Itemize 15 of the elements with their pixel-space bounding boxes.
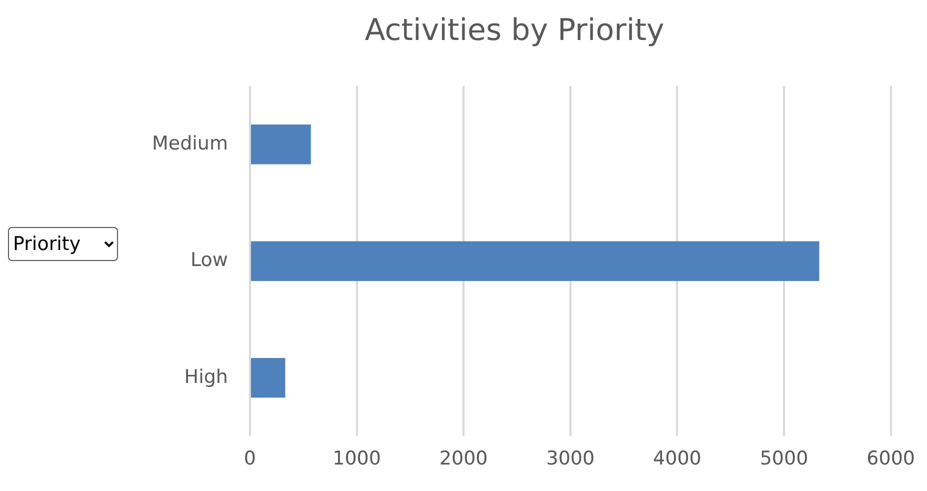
x-tick-label: 1000 — [332, 448, 381, 470]
x-tick-label: 4000 — [653, 448, 702, 470]
x-tick-label: 2000 — [439, 448, 488, 470]
x-tick-label: 3000 — [546, 448, 595, 470]
bar — [250, 241, 820, 281]
x-tick-label: 0 — [244, 448, 256, 470]
field-dropdown: Priority — [8, 227, 118, 261]
y-tick-label: High — [184, 366, 228, 388]
x-tick-label: 6000 — [866, 448, 916, 470]
y-tick-label: Low — [190, 249, 228, 272]
bar — [250, 358, 286, 398]
chart-title: Activities by Priority — [364, 12, 664, 48]
bar — [250, 124, 311, 164]
y-tick-label: Medium — [152, 132, 228, 154]
x-tick-label: 5000 — [760, 448, 808, 470]
